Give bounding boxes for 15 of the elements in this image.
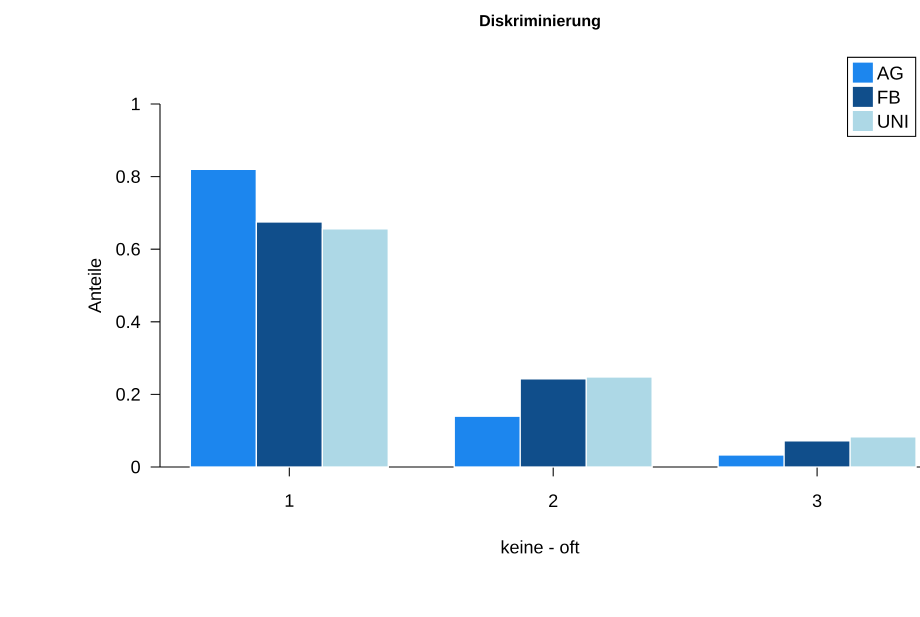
y-tick-label: 1 (132, 98, 140, 110)
y-axis-title: Anteile (88, 258, 102, 313)
x-tick-label: 2 (549, 494, 558, 507)
chart-title: Diskriminierung (480, 14, 600, 30)
y-tick-label: 0.6 (116, 242, 140, 256)
x-tick-label: 1 (286, 494, 294, 507)
y-tick-label: 0.4 (116, 315, 140, 328)
x-tick-label: 3 (812, 494, 822, 508)
y-tick-label: 0.8 (116, 170, 140, 183)
y-tick-label: 0 (131, 460, 140, 474)
legend-label: FB (878, 90, 900, 104)
legend-label: UNI (878, 114, 908, 128)
y-tick-label: 0.2 (116, 388, 140, 401)
x-axis-title: keine - oft (502, 540, 580, 554)
legend-label: AG (876, 66, 902, 80)
